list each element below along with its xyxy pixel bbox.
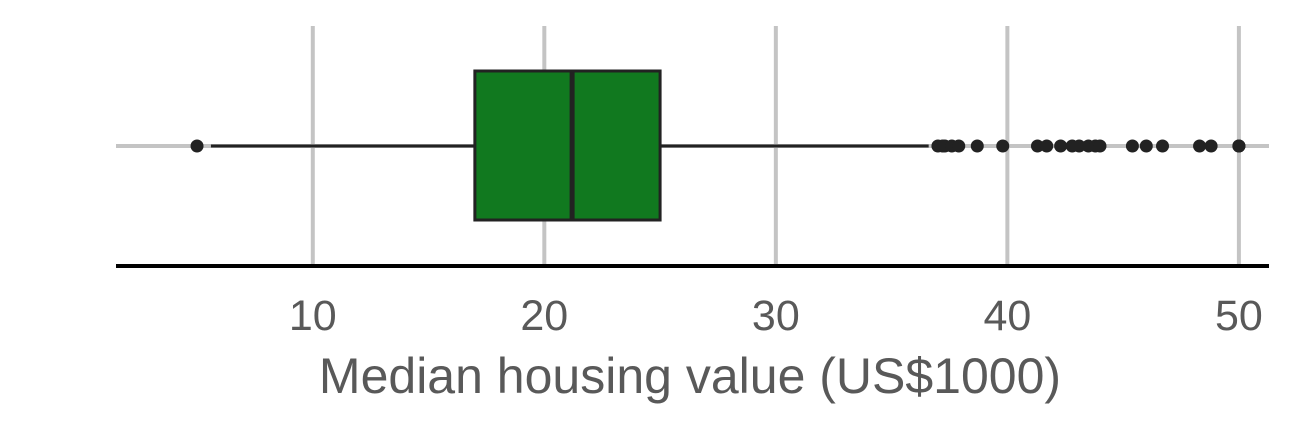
- outlier-point: [970, 139, 984, 153]
- outlier-point: [1093, 139, 1107, 153]
- box: [473, 69, 662, 222]
- outlier-point: [1125, 139, 1139, 153]
- x-tick-labels: 10 20 30 40 50: [289, 292, 1263, 340]
- outlier-point: [1193, 139, 1207, 153]
- outlier-point: [1054, 139, 1068, 153]
- x-tick-label: 30: [752, 292, 800, 340]
- outlier-point: [190, 139, 204, 153]
- outlier-point: [952, 139, 966, 153]
- outlier-point: [1040, 139, 1054, 153]
- x-tick-label: 40: [983, 292, 1031, 340]
- outlier-point: [1232, 139, 1246, 153]
- outlier-point: [1155, 139, 1169, 153]
- outlier-point: [1139, 139, 1153, 153]
- interquartile-box: [473, 69, 662, 222]
- x-tick-label: 50: [1215, 292, 1263, 340]
- outliers: [190, 139, 1246, 153]
- x-tick-label: 20: [520, 292, 568, 340]
- outlier-point: [1030, 139, 1044, 153]
- outlier-point: [1072, 139, 1086, 153]
- outlier-point: [1204, 139, 1218, 153]
- outlier-point: [996, 139, 1010, 153]
- x-tick-label: 10: [289, 292, 337, 340]
- x-axis-title: Median housing value (US$1000): [319, 348, 1061, 404]
